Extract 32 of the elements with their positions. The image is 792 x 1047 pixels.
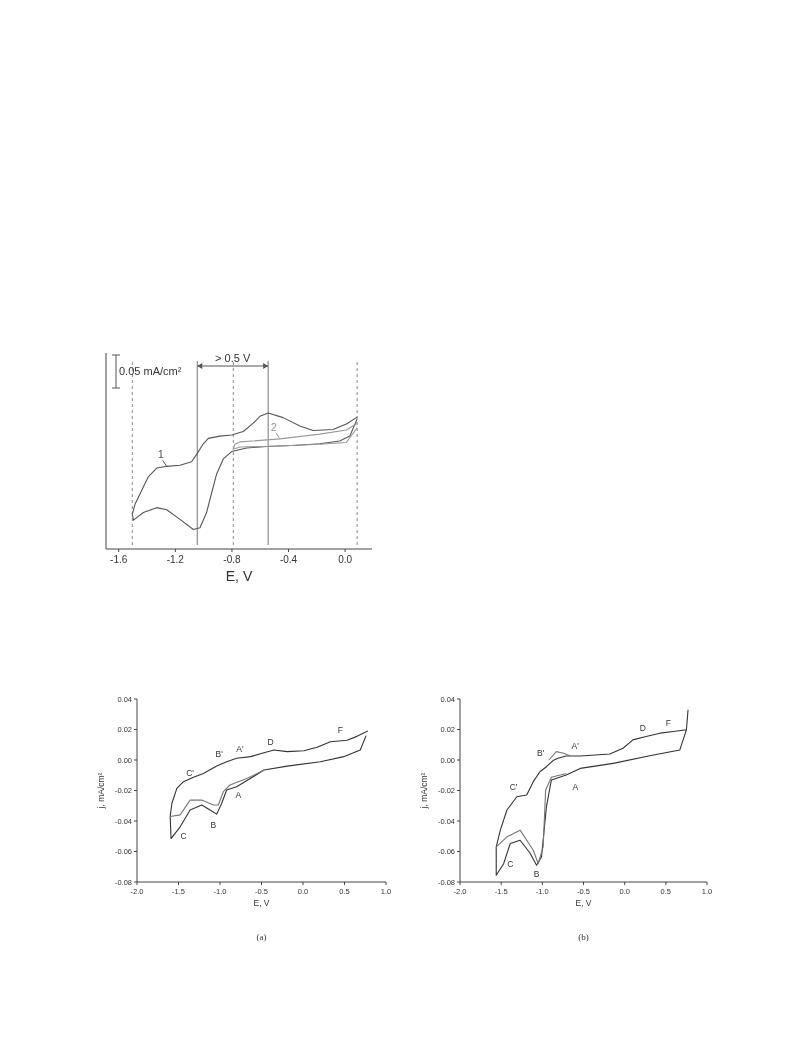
annotation: D [639, 722, 646, 733]
x-tick-label: -0.8 [223, 554, 241, 565]
annotation: A' [236, 744, 244, 755]
text: (b) [578, 932, 589, 942]
x-tick-label: -1.6 [110, 554, 128, 565]
annotation: C [507, 858, 514, 869]
x-tick-label: 0.0 [338, 554, 353, 565]
annotation: A' [571, 741, 580, 752]
y-axis-title: j, mA/cm² [96, 772, 106, 810]
x-axis-title: E, V [575, 898, 592, 908]
annotation: D [267, 737, 274, 748]
annotation: A [572, 781, 579, 792]
annotation: F [665, 718, 671, 729]
text: (a) [256, 932, 267, 942]
series-label: 1 [157, 448, 164, 461]
annotation: C' [509, 781, 518, 792]
annotation: C' [186, 767, 195, 778]
annotation: B' [215, 748, 224, 759]
y-axis-title: j, mA/cm² [419, 772, 429, 810]
x-axis-title: E, V [225, 568, 253, 584]
series-label: 2 [270, 420, 277, 433]
x-tick-label: -0.4 [279, 554, 298, 565]
annotation: A [235, 790, 242, 801]
x-axis-title: E, V [253, 898, 270, 908]
annotation: C [180, 830, 187, 841]
x-tick-label: -1.2 [166, 554, 185, 565]
annotation: F [337, 724, 343, 735]
annotation: B [210, 820, 217, 831]
text: > 0.5 V [215, 352, 251, 364]
annotation: B [533, 868, 540, 879]
text: 0.05 mA/cm² [119, 365, 182, 377]
annotation: B' [537, 748, 545, 759]
